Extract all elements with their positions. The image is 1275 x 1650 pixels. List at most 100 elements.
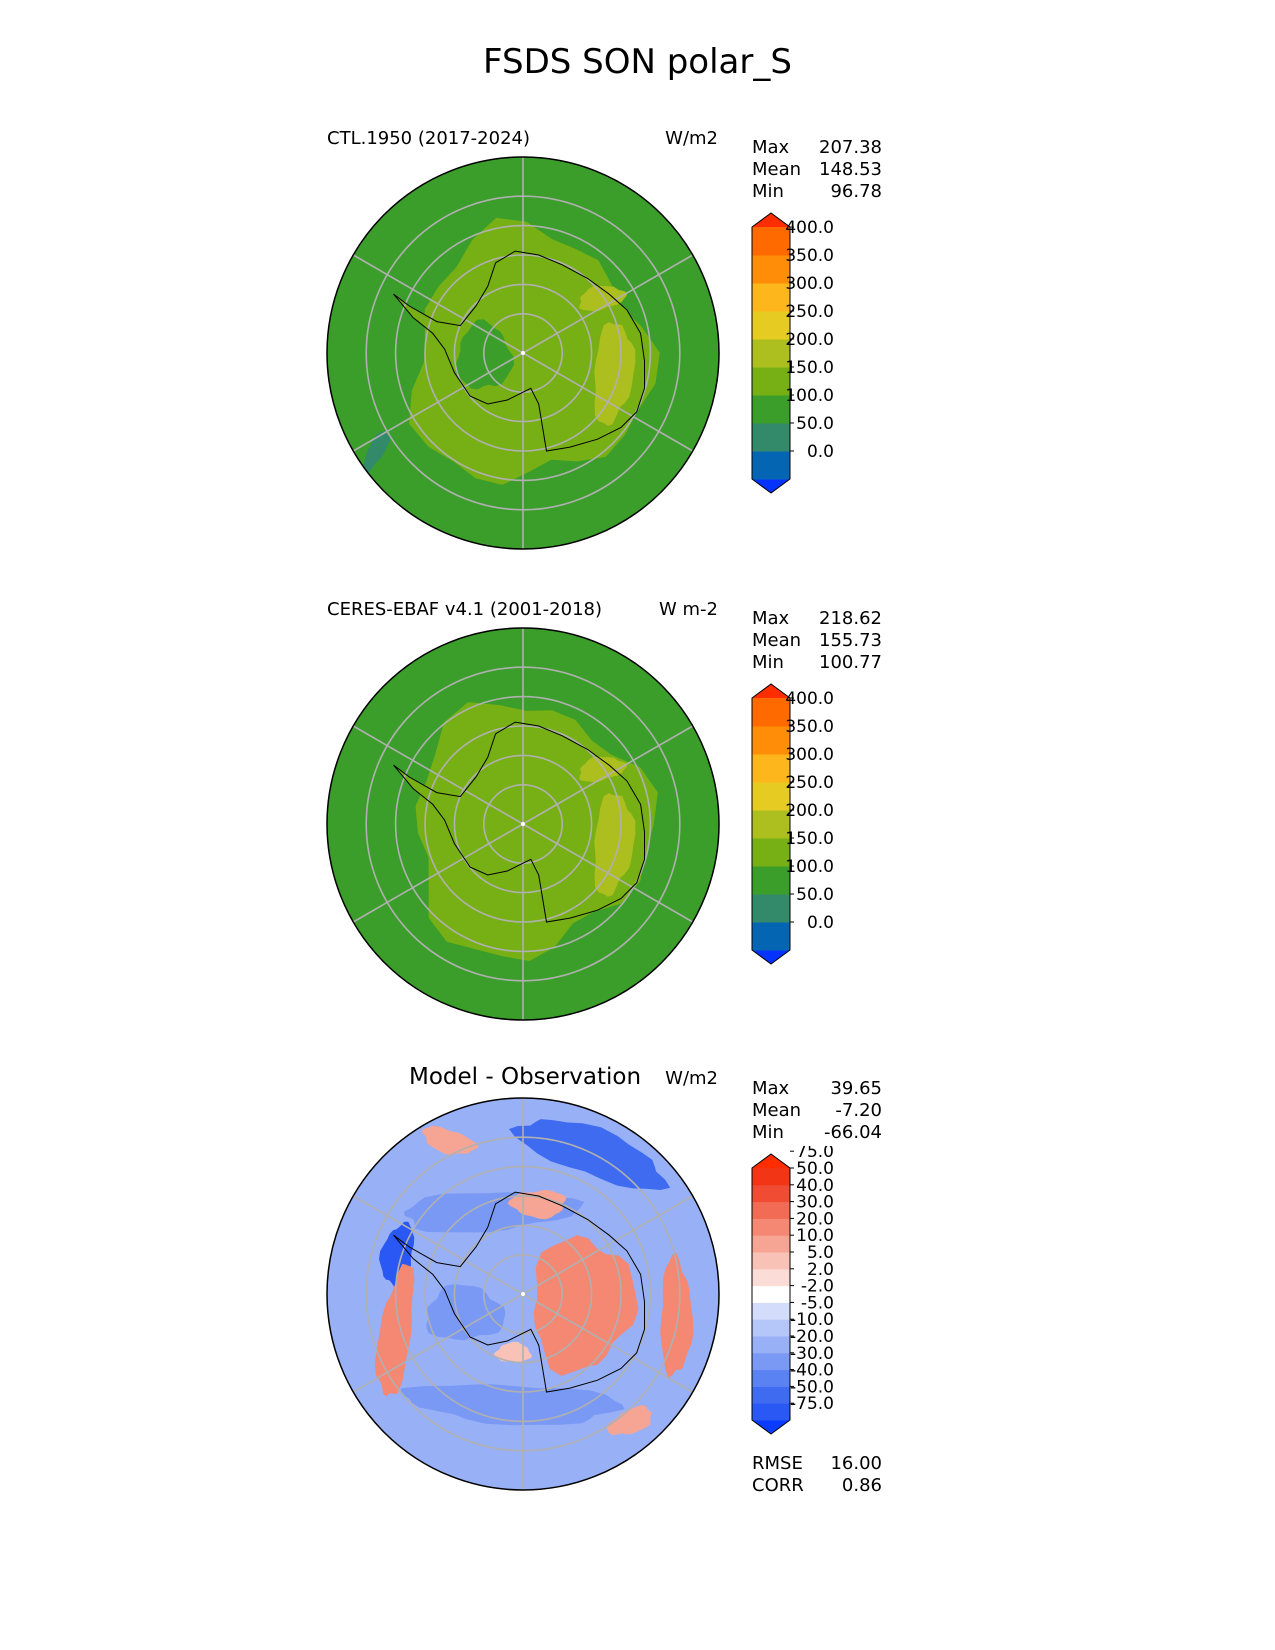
colorbar-tick-label: 40.0 — [796, 1176, 834, 1196]
map-field — [327, 157, 719, 549]
stat-label: Max — [752, 1078, 790, 1099]
meridian-line — [522, 1293, 694, 1393]
panel-1-stats: Max 207.38 Mean 148.53 Min 96.78 — [752, 137, 882, 203]
colorbar-band — [752, 1184, 790, 1203]
map-field — [327, 628, 719, 1020]
map-boundary — [326, 156, 720, 550]
anomaly-region — [533, 1235, 639, 1376]
colorbar-tick-label: -10.0 — [790, 1310, 834, 1330]
colorbar-tick-label: 75.0 — [796, 1146, 834, 1162]
colorbar-tick-label: 20.0 — [796, 1209, 834, 1229]
stat-label: Mean — [752, 1100, 802, 1121]
colorbar-tick-label: -75.0 — [790, 1394, 834, 1414]
meridian-line — [352, 352, 524, 452]
panel-2-map — [326, 627, 720, 1021]
colorbar-band — [752, 1218, 790, 1236]
colorbar-tick-label: -20.0 — [790, 1327, 834, 1347]
stat-value: 100.77 — [819, 652, 882, 673]
panel-3-map — [326, 1097, 720, 1491]
colorbar-band — [752, 754, 790, 783]
colorbar-tick-label: 250.0 — [785, 302, 834, 322]
colorbar-extend-min — [752, 479, 790, 493]
stat-value: 207.38 — [819, 137, 882, 158]
panel-3-metrics: RMSE 16.00 CORR 0.86 — [752, 1453, 882, 1497]
low-value-region — [361, 430, 391, 473]
anomaly-region — [606, 1405, 652, 1435]
metric-value: 0.86 — [841, 1475, 882, 1496]
stat-value: 39.65 — [830, 1078, 882, 1099]
colorbar-tick-label: 450.0 — [785, 205, 834, 210]
panel-2-colorbar: 0.0 50.0 100.0 150.0 200.0 250.0 300.0 350.0 400… — [751, 676, 834, 965]
colorbar-band — [752, 423, 790, 452]
anomaly-region — [660, 1252, 694, 1378]
colorbar-band — [752, 367, 790, 396]
panel-1-colorbar: 0.0 50.0 100.0 150.0 200.0 250.0 300.0 350.0 400… — [751, 205, 834, 494]
colorbar-tick-label: 0.0 — [807, 913, 834, 933]
pole-marker — [521, 1292, 525, 1296]
panel-3-units: W/m2 — [665, 1068, 718, 1089]
panel-3-stats: Max 39.65 Mean -7.20 Min -66.04 — [752, 1078, 882, 1144]
colorbar-extend-min — [752, 1420, 790, 1434]
plateau-region — [579, 285, 628, 312]
colorbar-band — [752, 1319, 790, 1337]
colorbar-tick-label: 300.0 — [785, 745, 834, 765]
colorbar-band — [752, 810, 790, 839]
colorbar-band — [752, 922, 790, 951]
stat-label: Min — [752, 1122, 784, 1143]
colorbar-outline — [751, 212, 791, 494]
colorbar-band — [752, 1201, 790, 1219]
pole-marker — [521, 351, 525, 355]
colorbar-band — [752, 395, 790, 424]
meridian-line — [352, 823, 524, 923]
meridian-line — [522, 1195, 694, 1295]
coastline — [393, 1191, 645, 1393]
colorbar-tick-label: 300.0 — [785, 274, 834, 294]
colorbar-tick-label: 5.0 — [807, 1243, 834, 1263]
panel-1-map — [326, 156, 720, 550]
coastline — [393, 250, 645, 452]
colorbar-band — [752, 698, 790, 727]
colorbar-tick-label: 150.0 — [785, 358, 834, 378]
meridian-line — [522, 254, 694, 354]
colorbar-band — [752, 894, 790, 923]
colorbar-tick-label: -2.0 — [801, 1277, 834, 1297]
stat-label: Max — [752, 608, 790, 629]
colorbar-band — [752, 782, 790, 811]
stat-value: 96.78 — [830, 181, 882, 202]
colorbar-tick-label: 400.0 — [785, 689, 834, 709]
colorbar-tick-label: 0.0 — [807, 442, 834, 462]
panel-3-title: Model - Observation — [409, 1064, 642, 1090]
colorbar-extend-max — [752, 1154, 790, 1168]
meridian-line — [522, 352, 694, 452]
colorbar-tick-label: 400.0 — [785, 218, 834, 238]
colorbar-tick-label: 250.0 — [785, 773, 834, 793]
colorbar-tick-label: 10.0 — [796, 1226, 834, 1246]
map-boundary — [326, 627, 720, 1021]
colorbar-tick-label: 200.0 — [785, 330, 834, 350]
panel-2-stats: Max 218.62 Mean 155.73 Min 100.77 — [752, 608, 882, 674]
metric-label: CORR — [752, 1475, 804, 1496]
colorbar-tick-label: -40.0 — [790, 1361, 834, 1381]
colorbar-extend-max — [752, 684, 790, 698]
colorbar-tick-label: -5.0 — [801, 1293, 834, 1313]
meridian-line — [522, 823, 694, 923]
meridian-line — [522, 725, 694, 825]
metric-label: RMSE — [752, 1453, 803, 1474]
colorbar-tick-label: 200.0 — [785, 801, 834, 821]
colorbar-tick-label: 2.0 — [807, 1260, 834, 1280]
colorbar-tick-label: 150.0 — [785, 829, 834, 849]
colorbar-band — [752, 1386, 790, 1404]
map-field — [327, 1098, 719, 1490]
colorbar-band — [752, 838, 790, 867]
stat-value: 155.73 — [819, 630, 882, 651]
anomaly-region — [509, 1119, 671, 1190]
colorbar-tick-label: 100.0 — [785, 386, 834, 406]
colorbar-band — [752, 339, 790, 368]
colorbar-tick-label: 50.0 — [796, 414, 834, 434]
stat-label: Mean — [752, 159, 802, 180]
colorbar-tick-label: 350.0 — [785, 717, 834, 737]
panel-2-title: CERES-EBAF v4.1 (2001-2018) — [327, 599, 603, 620]
colorbar-tick-label: 50.0 — [796, 1159, 834, 1179]
colorbar-band — [752, 1369, 790, 1387]
stat-value: 148.53 — [819, 159, 882, 180]
